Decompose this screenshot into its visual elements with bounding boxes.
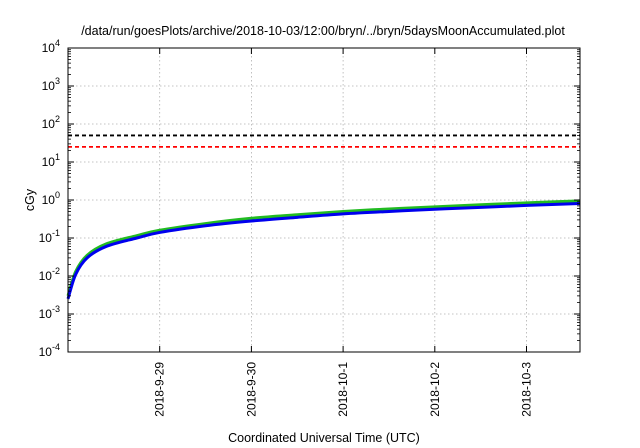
y-tick-label-exponent: -2 <box>52 266 60 276</box>
y-tick-label: 104 <box>42 38 60 55</box>
chart-title: /data/run/goesPlots/archive/2018-10-03/1… <box>81 24 565 38</box>
y-tick-label: 10-3 <box>39 304 60 321</box>
x-tick-label: 2018-10-3 <box>520 362 534 417</box>
series-lines <box>66 199 581 300</box>
y-axis-label: cGy <box>23 188 37 211</box>
y-tick-label: 10-2 <box>39 266 60 283</box>
x-axis-label: Coordinated Universal Time (UTC) <box>228 431 420 445</box>
y-tick-label: 103 <box>42 76 60 93</box>
y-tick-label-base: 10 <box>39 231 53 245</box>
y-tick-label-base: 10 <box>39 269 53 283</box>
series-line <box>66 199 581 297</box>
y-tick-label: 10-1 <box>39 228 60 245</box>
grid <box>68 48 580 352</box>
x-tick-label: 2018-10-1 <box>336 362 350 417</box>
y-tick-label: 101 <box>42 152 60 169</box>
y-tick-label: 10-4 <box>39 342 60 359</box>
y-tick-label-base: 10 <box>42 79 56 93</box>
y-tick-label: 102 <box>42 114 60 131</box>
y-tick-label-base: 10 <box>42 193 56 207</box>
y-tick-label-base: 10 <box>39 345 53 359</box>
reference-lines <box>68 134 580 148</box>
y-tick-label-exponent: -1 <box>52 228 60 238</box>
y-tick-label-exponent: -4 <box>52 342 60 352</box>
y-tick-label-exponent: 4 <box>55 38 60 48</box>
x-tick-label: 2018-9-29 <box>153 362 167 417</box>
y-tick-label-exponent: 3 <box>55 76 60 86</box>
y-tick-label-exponent: 2 <box>55 114 60 124</box>
y-tick-label-exponent: -3 <box>52 304 60 314</box>
y-tick-label-exponent: 1 <box>55 152 60 162</box>
x-tick-label: 2018-10-2 <box>428 362 442 417</box>
series-line <box>66 201 581 300</box>
y-tick-label-exponent: 0 <box>55 190 60 200</box>
y-tick-label-base: 10 <box>39 307 53 321</box>
y-tick-label-base: 10 <box>42 41 56 55</box>
y-tick-label-base: 10 <box>42 155 56 169</box>
y-tick-label-base: 10 <box>42 117 56 131</box>
y-tick-label: 100 <box>42 190 60 207</box>
x-tick-label: 2018-9-30 <box>244 362 258 417</box>
x-axis-ticks: 2018-9-29 2018-9-30 2018-10-1 2018-10-2 2018… <box>153 48 534 417</box>
